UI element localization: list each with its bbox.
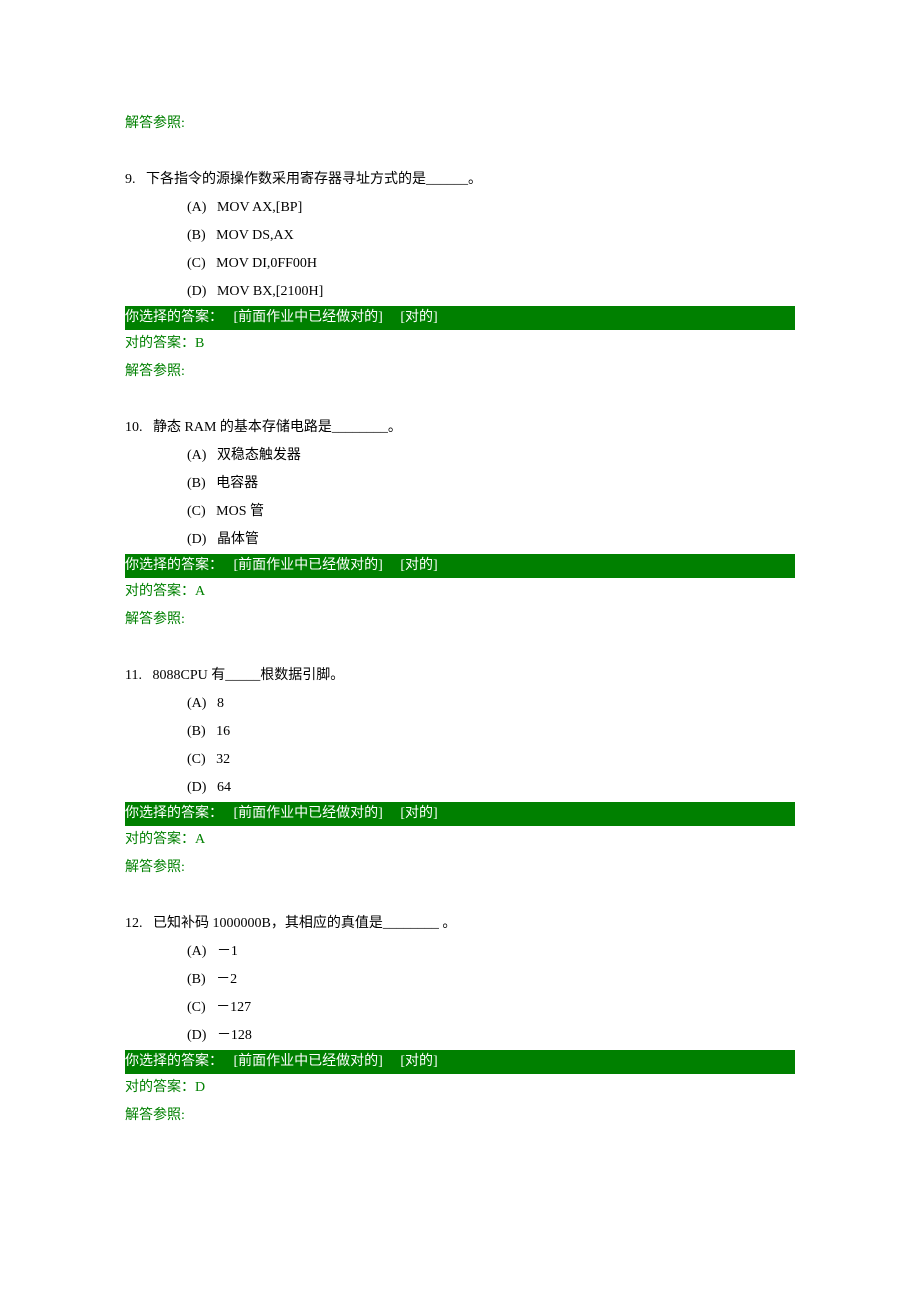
option: (D) －128 bbox=[125, 1022, 795, 1050]
option-key: (B) bbox=[187, 972, 206, 987]
correct-label: 对的答案： bbox=[125, 584, 195, 599]
option: (B) MOV DS,AX bbox=[125, 222, 795, 250]
question-number: 10. bbox=[125, 420, 143, 435]
option: (B) －2 bbox=[125, 966, 795, 994]
correct-value: B bbox=[195, 336, 204, 351]
option: (D) 晶体管 bbox=[125, 526, 795, 554]
option-key: (D) bbox=[187, 1028, 206, 1043]
answer-reference: 解答参照: bbox=[125, 606, 795, 634]
option-text: －2 bbox=[216, 972, 237, 987]
correct-answer: 对的答案：A bbox=[125, 578, 795, 606]
correct-label: 对的答案： bbox=[125, 832, 195, 847]
option-text: 8 bbox=[217, 696, 224, 711]
your-choice-bar: 你选择的答案： [前面作业中已经做对的] [对的] bbox=[125, 1050, 795, 1074]
option-key: (D) bbox=[187, 284, 206, 299]
question-stem: 9. 下各指令的源操作数采用寄存器寻址方式的是______。 bbox=[125, 166, 795, 194]
option-key: (A) bbox=[187, 200, 206, 215]
option-text: MOV DI,0FF00H bbox=[216, 256, 317, 271]
correct-answer: 对的答案：B bbox=[125, 330, 795, 358]
question-stem: 12. 已知补码 1000000B，其相应的真值是________ 。 bbox=[125, 910, 795, 938]
question-text: 静态 RAM 的基本存储电路是________。 bbox=[153, 420, 402, 435]
option-text: 32 bbox=[216, 752, 230, 767]
option-text: －1 bbox=[217, 944, 238, 959]
answer-reference: 解答参照: bbox=[125, 358, 795, 386]
option-text: MOV AX,[BP] bbox=[217, 200, 302, 215]
option-key: (A) bbox=[187, 944, 206, 959]
option-key: (C) bbox=[187, 752, 206, 767]
option: (D) MOV BX,[2100H] bbox=[125, 278, 795, 306]
option: (A) －1 bbox=[125, 938, 795, 966]
option-key: (A) bbox=[187, 696, 206, 711]
correct-value: A bbox=[195, 584, 205, 599]
option-key: (C) bbox=[187, 504, 206, 519]
question-stem: 11. 8088CPU 有_____根数据引脚。 bbox=[125, 662, 795, 690]
correct-label: 对的答案： bbox=[125, 336, 195, 351]
question-text: 8088CPU 有_____根数据引脚。 bbox=[152, 668, 344, 683]
option: (C) 32 bbox=[125, 746, 795, 774]
question-text: 已知补码 1000000B，其相应的真值是________ 。 bbox=[153, 916, 456, 931]
option: (A) 8 bbox=[125, 690, 795, 718]
answer-reference: 解答参照: bbox=[125, 110, 795, 138]
correct-answer: 对的答案：D bbox=[125, 1074, 795, 1102]
option: (C) MOS 管 bbox=[125, 498, 795, 526]
option: (A) 双稳态触发器 bbox=[125, 442, 795, 470]
option-key: (C) bbox=[187, 1000, 206, 1015]
correct-value: A bbox=[195, 832, 205, 847]
option-key: (A) bbox=[187, 448, 206, 463]
correct-value: D bbox=[195, 1080, 205, 1095]
option-text: MOV BX,[2100H] bbox=[217, 284, 323, 299]
your-choice-bar: 你选择的答案： [前面作业中已经做对的] [对的] bbox=[125, 554, 795, 578]
option: (B) 电容器 bbox=[125, 470, 795, 498]
question-stem: 10. 静态 RAM 的基本存储电路是________。 bbox=[125, 414, 795, 442]
question-number: 12. bbox=[125, 916, 143, 931]
option-key: (B) bbox=[187, 228, 206, 243]
option-text: －128 bbox=[217, 1028, 252, 1043]
option: (D) 64 bbox=[125, 774, 795, 802]
correct-label: 对的答案： bbox=[125, 1080, 195, 1095]
option: (A) MOV AX,[BP] bbox=[125, 194, 795, 222]
option: (C) －127 bbox=[125, 994, 795, 1022]
option-key: (D) bbox=[187, 780, 206, 795]
question-text: 下各指令的源操作数采用寄存器寻址方式的是______。 bbox=[146, 172, 482, 187]
option-text: MOV DS,AX bbox=[216, 228, 294, 243]
question-number: 11. bbox=[125, 668, 142, 683]
question-number: 9. bbox=[125, 172, 136, 187]
option-key: (B) bbox=[187, 724, 206, 739]
option-key: (D) bbox=[187, 532, 206, 547]
answer-reference: 解答参照: bbox=[125, 1102, 795, 1130]
option-text: MOS 管 bbox=[216, 504, 264, 519]
your-choice-bar: 你选择的答案： [前面作业中已经做对的] [对的] bbox=[125, 802, 795, 826]
option-text: 64 bbox=[217, 780, 231, 795]
option-text: 16 bbox=[216, 724, 230, 739]
option-key: (C) bbox=[187, 256, 206, 271]
answer-reference: 解答参照: bbox=[125, 854, 795, 882]
option-key: (B) bbox=[187, 476, 206, 491]
option-text: 晶体管 bbox=[217, 532, 259, 547]
option-text: 电容器 bbox=[216, 476, 258, 491]
option-text: －127 bbox=[216, 1000, 251, 1015]
option: (B) 16 bbox=[125, 718, 795, 746]
your-choice-bar: 你选择的答案： [前面作业中已经做对的] [对的] bbox=[125, 306, 795, 330]
option: (C) MOV DI,0FF00H bbox=[125, 250, 795, 278]
correct-answer: 对的答案：A bbox=[125, 826, 795, 854]
option-text: 双稳态触发器 bbox=[217, 448, 301, 463]
